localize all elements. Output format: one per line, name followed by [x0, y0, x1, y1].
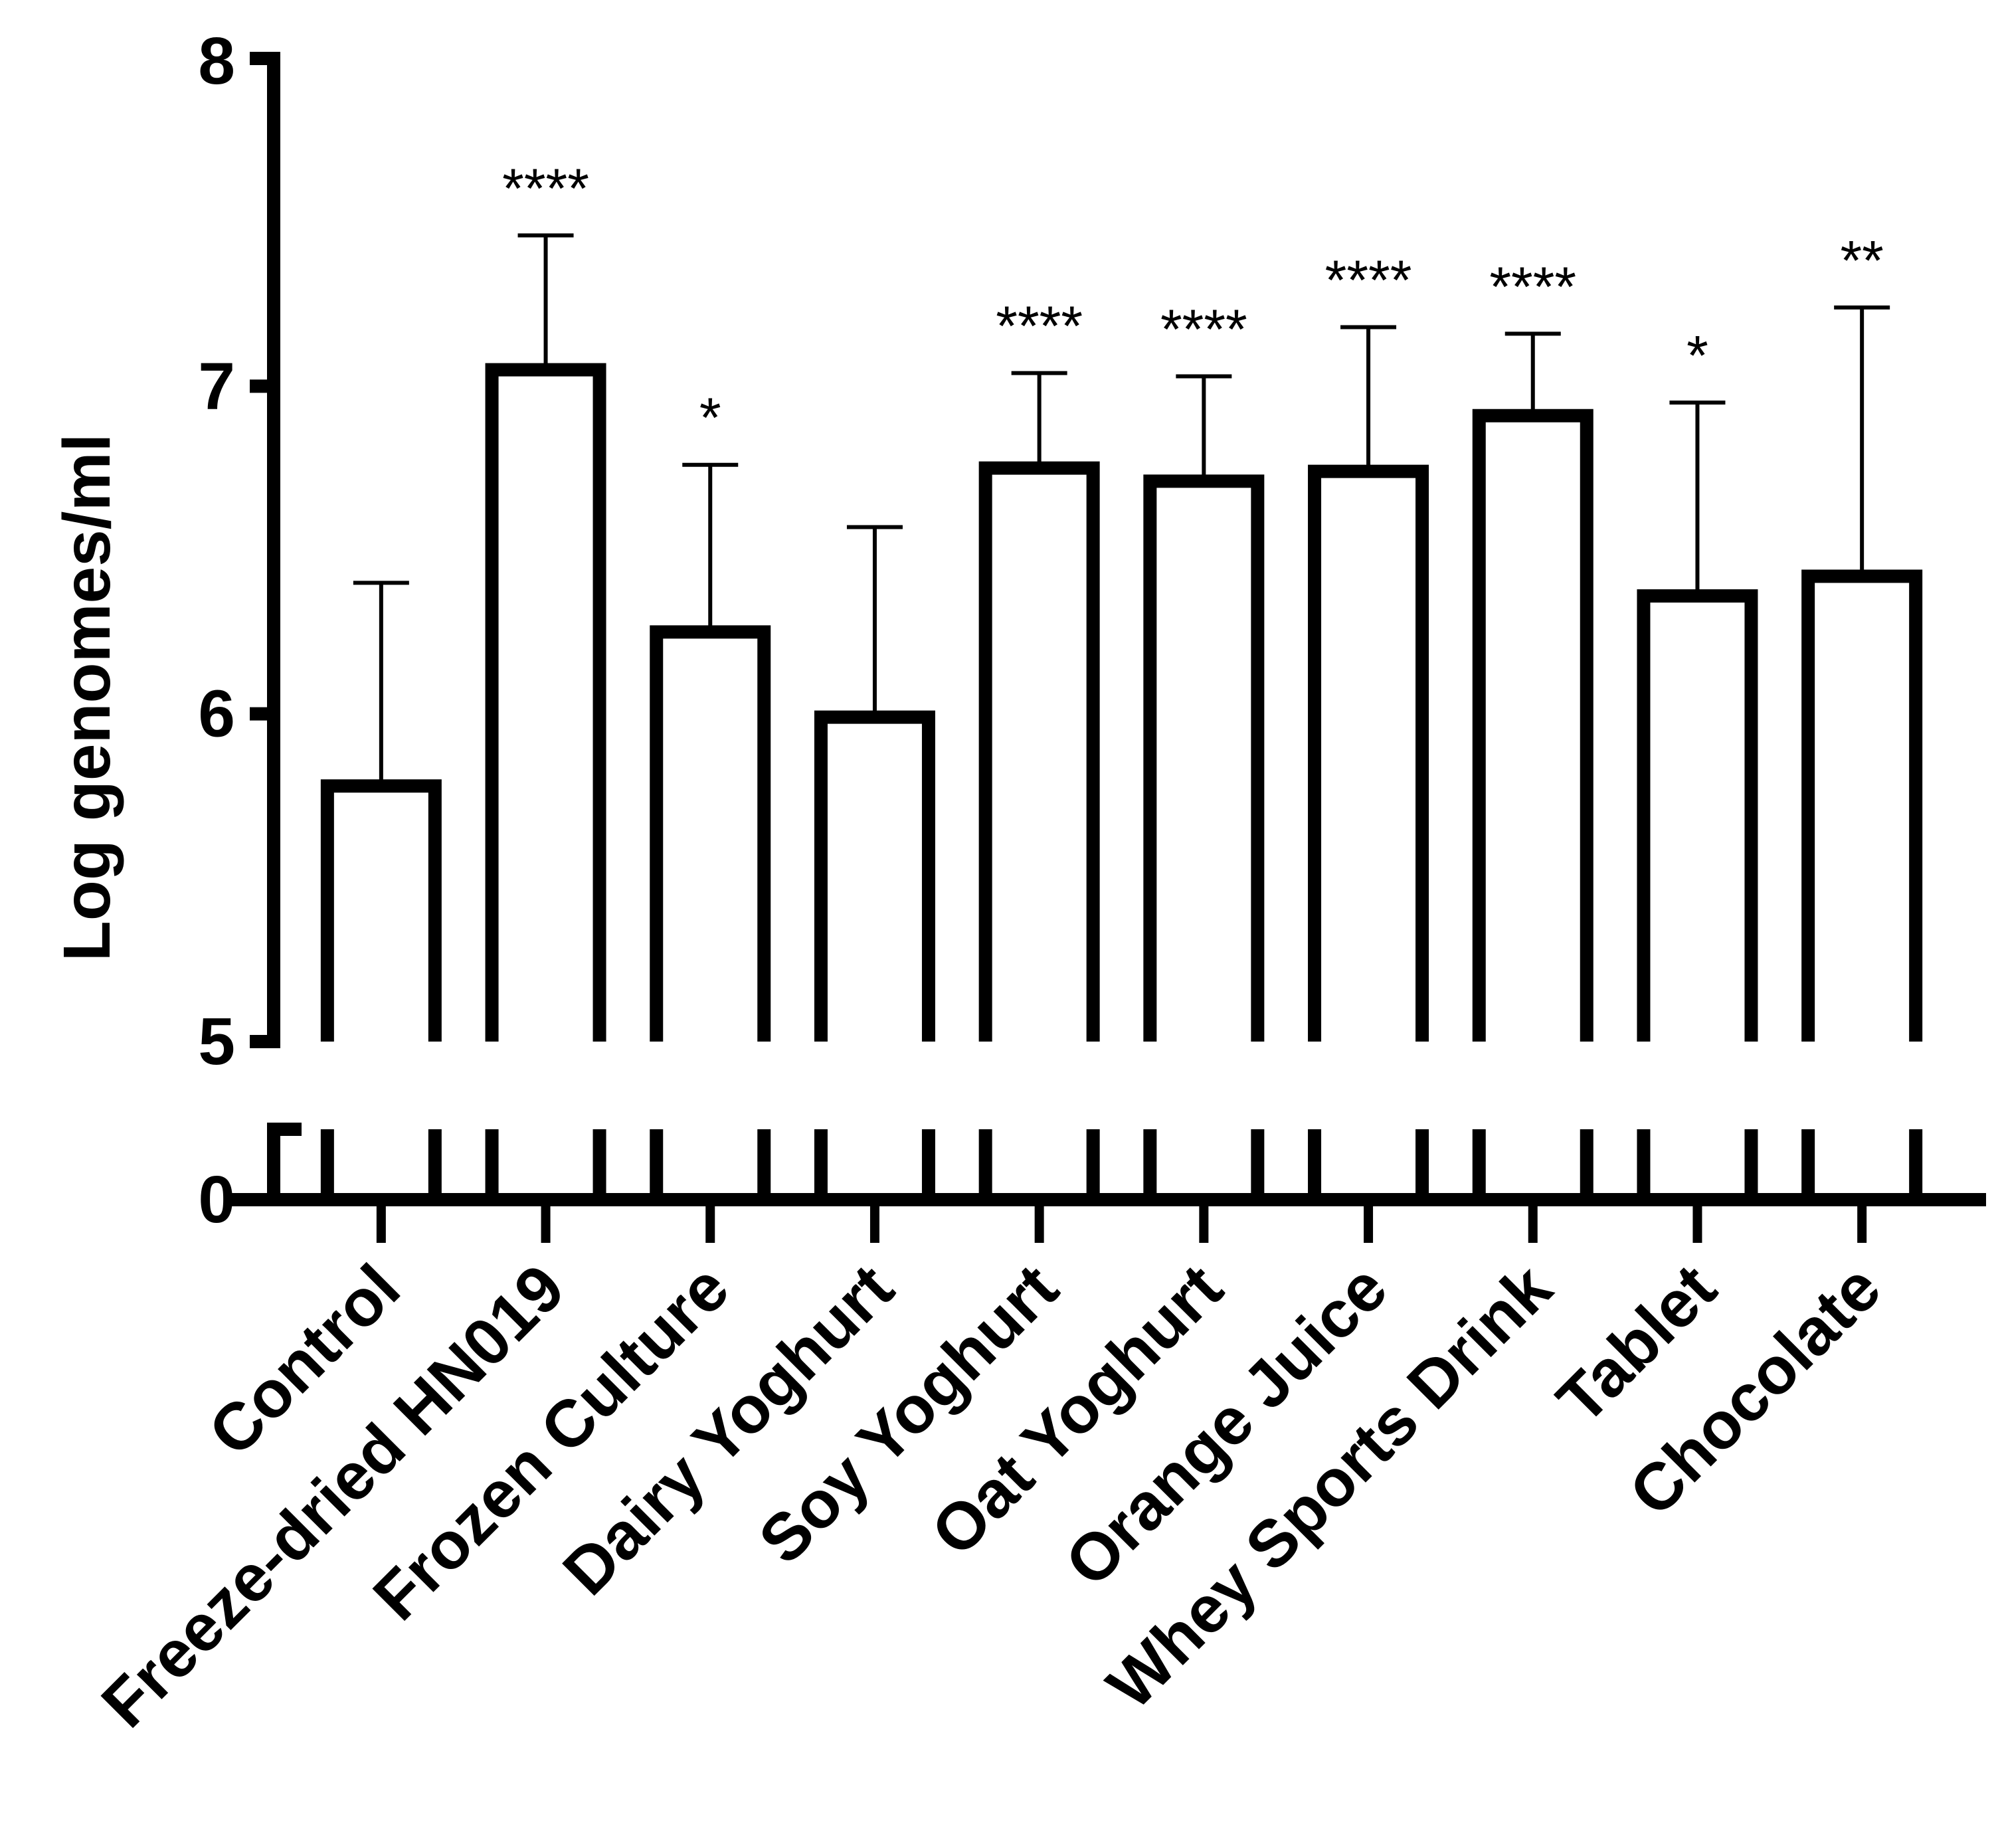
y-tick-label-5: 5: [198, 1004, 235, 1079]
significance-label-8: *: [1686, 324, 1708, 387]
bar-0: [320, 779, 442, 1042]
significance-label-2: *: [699, 387, 721, 449]
bar-9: [1801, 569, 1923, 1042]
significance-label-6: ****: [1325, 249, 1412, 312]
significance-label-9: **: [1840, 229, 1883, 292]
bar-6: [1308, 464, 1429, 1042]
bar-1: [485, 363, 606, 1042]
significance-label-1: ****: [502, 157, 589, 219]
bar-5: [1143, 474, 1265, 1042]
y-tick-label-7: 7: [198, 349, 235, 423]
y-axis-label: Log genomes/ml: [50, 434, 124, 962]
bar-2: [650, 625, 771, 1042]
bar-8: [1637, 589, 1758, 1042]
bar-4: [978, 461, 1100, 1042]
y-tick-label-6: 6: [198, 677, 235, 751]
bar-3: [814, 710, 935, 1042]
bar-7: [1472, 409, 1593, 1042]
significance-label-7: ****: [1489, 255, 1576, 318]
significance-label-5: ****: [1160, 298, 1247, 361]
significance-label-4: ****: [996, 295, 1083, 357]
y-tick-label-8: 8: [198, 24, 235, 98]
